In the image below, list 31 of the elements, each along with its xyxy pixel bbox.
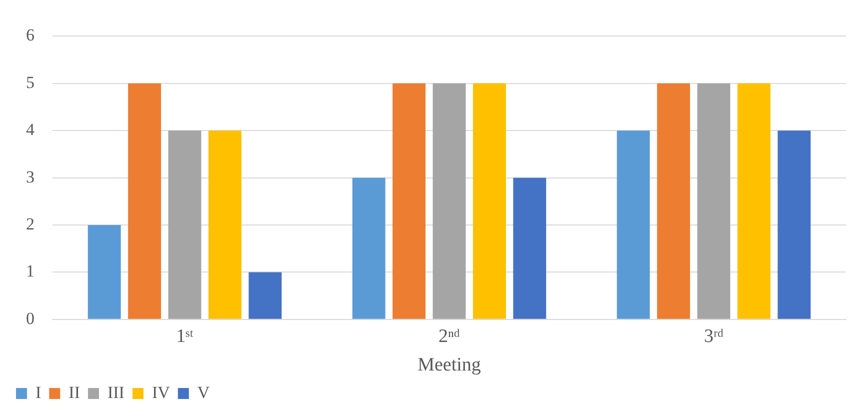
x-tick-label: 3ʳᵈ xyxy=(704,326,724,347)
bar xyxy=(657,83,690,319)
legend-label: III xyxy=(107,382,125,402)
bar xyxy=(88,225,121,319)
y-tick-label: 0 xyxy=(26,308,34,328)
bar xyxy=(248,272,282,319)
y-tick-label: 3 xyxy=(26,167,34,186)
bar xyxy=(737,83,770,319)
bar xyxy=(432,83,466,319)
bar xyxy=(472,83,506,319)
y-tick-label: 4 xyxy=(26,120,35,140)
x-axis-title: Meeting xyxy=(418,354,482,376)
y-tick-label: 1 xyxy=(26,262,34,281)
bar xyxy=(128,83,162,319)
y-tick-label: 2 xyxy=(26,214,34,234)
legend-label: II xyxy=(68,382,80,402)
bar xyxy=(697,83,730,319)
bar xyxy=(778,130,811,319)
y-tick-label: 5 xyxy=(26,72,34,92)
y-tick-label: 6 xyxy=(26,26,34,45)
legend-label: I xyxy=(36,382,42,402)
bar xyxy=(513,178,546,319)
bar xyxy=(616,130,650,319)
bar xyxy=(352,178,386,319)
bar xyxy=(392,83,426,319)
x-tick-label: 1ˢᵗ xyxy=(176,326,194,347)
x-tick-label: 2ⁿᵈ xyxy=(438,326,460,347)
bar xyxy=(168,130,202,319)
legend-label: IV xyxy=(152,382,171,402)
bar xyxy=(208,130,242,319)
legend-label: V xyxy=(197,382,210,402)
